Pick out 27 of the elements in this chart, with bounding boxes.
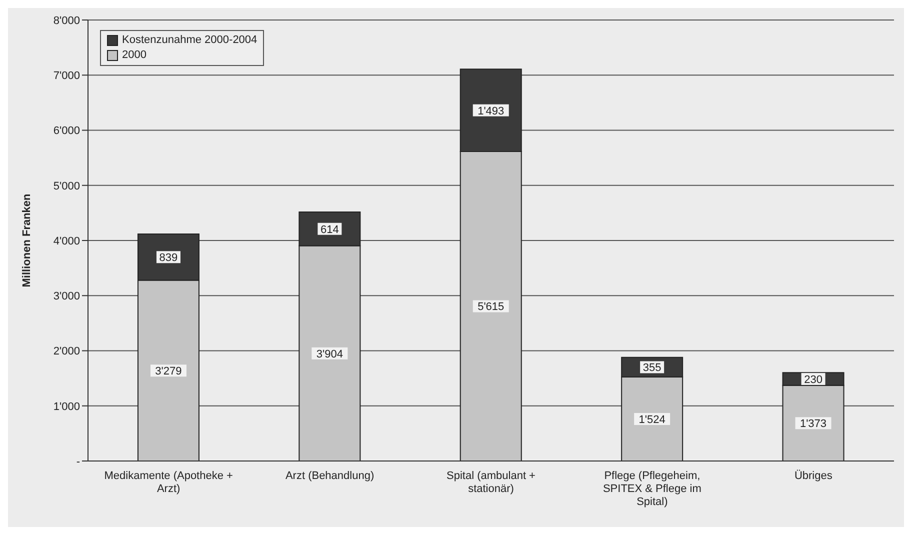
data-label: 614 [320, 224, 339, 236]
data-label: 355 [642, 362, 662, 374]
data-label: 1'493 [478, 105, 504, 118]
x-tick-label: Pflege (Pflegeheim, SPITEX & Pflege im Spital) [602, 470, 702, 508]
y-tick-label: - [76, 456, 80, 468]
data-label: 839 [159, 252, 178, 264]
y-axis-title: Millionen Franken [20, 193, 33, 288]
y-tick-label: 8'000 [53, 14, 80, 27]
legend-label: Kostenzunahme 2000-2004 [122, 33, 258, 48]
data-label: 3'279 [155, 366, 182, 378]
data-label: 1'524 [638, 414, 666, 426]
y-tick-label: 3'000 [53, 290, 80, 303]
x-tick-label: Medikamente (Apotheke + Arzt) [104, 470, 233, 495]
x-tick-label: Übriges [794, 469, 833, 482]
data-label: 3'904 [316, 348, 343, 360]
x-tick-label: Arzt (Behandlung) [285, 470, 374, 482]
legend-label: 2000 [122, 48, 146, 63]
y-tick-label: 2'000 [53, 346, 80, 358]
x-tick-label: Spital (ambulant + stationär) [446, 470, 536, 495]
data-label: 5'615 [478, 301, 504, 314]
y-tick-label: 5'000 [53, 180, 80, 192]
y-tick-label: 4'000 [53, 235, 80, 248]
y-tick-label: 6'000 [53, 125, 80, 138]
y-tick-label: 1'000 [53, 400, 80, 413]
data-label: 1'373 [800, 418, 827, 430]
data-label: 230 [804, 374, 822, 386]
y-tick-label: 7'000 [53, 70, 80, 82]
